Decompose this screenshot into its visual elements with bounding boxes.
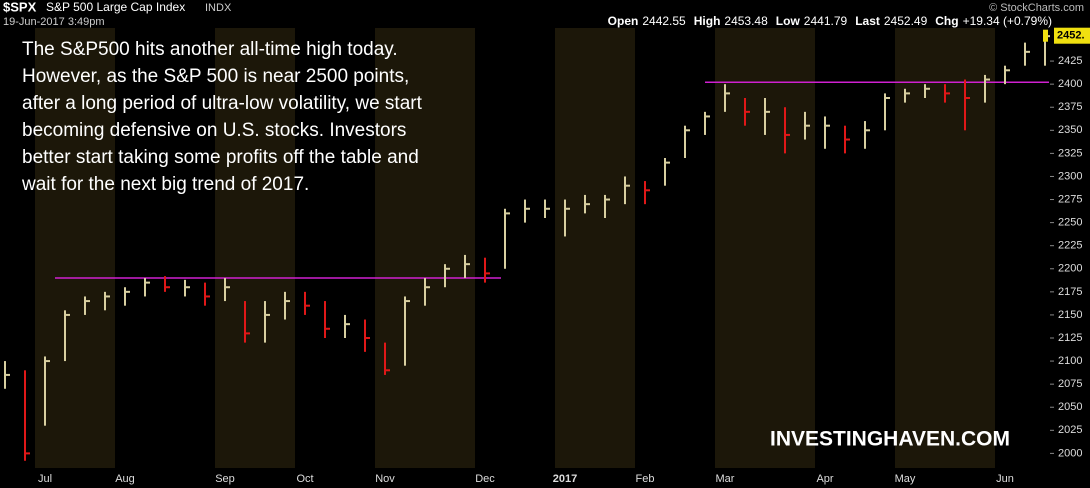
x-tick-label: Jun	[996, 473, 1014, 485]
symbol: $SPX	[3, 0, 37, 14]
plot	[4, 35, 1050, 461]
credit: © StockCharts.com	[989, 2, 1084, 14]
month-band	[555, 28, 635, 468]
exchange: INDX	[205, 2, 232, 14]
stats: Open 2442.55 High 2453.48 Low 2441.79 Last 2452…	[608, 14, 1052, 28]
watermark: INVESTINGHAVEN.COM	[770, 428, 1010, 451]
y-tick-label: 2350	[1058, 124, 1082, 136]
annotation-line: becoming defensive on U.S. stocks. Inves…	[22, 120, 406, 141]
index-name: S&P 500 Large Cap Index	[46, 0, 185, 14]
stat-label: Chg	[935, 14, 958, 28]
x-tick-label: Nov	[375, 473, 395, 485]
header-bg	[0, 0, 1090, 28]
x-tick-label: 2017	[553, 473, 577, 485]
x-tick-label: May	[895, 473, 916, 485]
y-tick-label: 2325	[1058, 147, 1082, 159]
y-tick-label: 2200	[1058, 263, 1082, 275]
last-box	[1054, 27, 1090, 44]
annotation-line: However, as the S&P 500 is near 2500 poi…	[22, 66, 409, 87]
y-tick-label: 2225	[1058, 240, 1082, 252]
timestamp: 19-Jun-2017 3:49pm	[3, 16, 105, 28]
stat-value: +19.34 (+0.79%)	[963, 14, 1052, 28]
y-tick-label: 2300	[1058, 170, 1082, 182]
annotation-line: better start taking some profits off the…	[22, 147, 419, 168]
annotation-line: wait for the next big trend of 2017.	[21, 174, 309, 195]
y-tick-label: 2150	[1058, 309, 1082, 321]
stat-value: 2441.79	[804, 14, 848, 28]
y-tick-label: 2075	[1058, 378, 1082, 390]
y-tick-label: 2100	[1058, 355, 1082, 367]
y-tick-label: 2425	[1058, 55, 1082, 67]
y-tick-label: 2125	[1058, 332, 1082, 344]
y-tick-label: 2000	[1058, 447, 1082, 459]
month-band	[375, 28, 475, 468]
y-tick-label: 2275	[1058, 193, 1082, 205]
x-tick-label: Dec	[475, 473, 495, 485]
last-label: 2452.	[1057, 30, 1085, 42]
y-tick-label: 2025	[1058, 424, 1082, 436]
last-marker	[1043, 29, 1048, 42]
x-tick-label: Sep	[215, 473, 235, 485]
y-tick-label: 2250	[1058, 217, 1082, 229]
y-tick-label: 2400	[1058, 78, 1082, 90]
x-tick-label: Aug	[115, 473, 135, 485]
month-bands	[35, 28, 995, 468]
stat-label: High	[694, 14, 721, 28]
x-tick-label: Apr	[816, 473, 833, 485]
stat-label: Low	[776, 14, 801, 28]
annotation-line: after a long period of ultra-low volatil…	[22, 93, 423, 114]
x-tick-label: Feb	[636, 473, 655, 485]
stat-label: Last	[855, 14, 880, 28]
stat-value: 2442.55	[642, 14, 686, 28]
x-tick-label: Jul	[38, 473, 52, 485]
month-band	[35, 28, 115, 468]
annotation-line: The S&P500 hits another all-time high to…	[22, 39, 398, 60]
stat-value: 2452.49	[884, 14, 928, 28]
x-tick-label: Oct	[296, 473, 313, 485]
x-tick-label: Mar	[716, 473, 735, 485]
month-band	[215, 28, 295, 468]
stat-value: 2453.48	[724, 14, 768, 28]
y-tick-label: 2050	[1058, 401, 1082, 413]
y-tick-label: 2375	[1058, 101, 1082, 113]
y-tick-label: 2175	[1058, 286, 1082, 298]
stat-label: Open	[608, 14, 639, 28]
